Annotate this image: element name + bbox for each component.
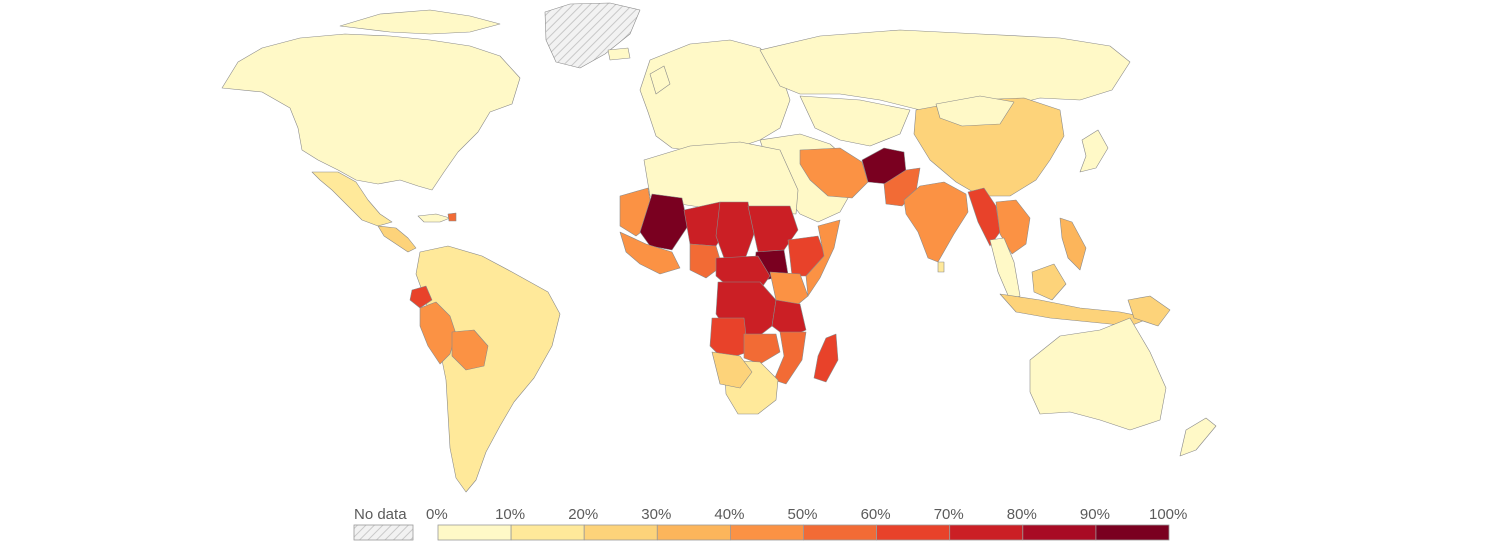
haiti-region[interactable] [447, 212, 457, 222]
japan-region[interactable] [1079, 129, 1109, 173]
legend-tick-8: 80% [1007, 506, 1037, 523]
legend-bin-0 [437, 524, 512, 541]
madagascar-region[interactable] [813, 333, 839, 383]
legend-tick-4: 40% [714, 506, 744, 523]
legend-bin-7 [949, 524, 1024, 541]
legend-bin-4 [730, 524, 804, 541]
legend-tick-7: 70% [934, 506, 964, 523]
uk-ireland-region[interactable] [649, 65, 671, 95]
legend-bin-8 [1022, 524, 1097, 541]
legend-tick-1: 10% [495, 506, 525, 523]
philippines-region[interactable] [1059, 217, 1087, 271]
somalia-region[interactable] [805, 219, 841, 297]
zambia-region[interactable] [743, 333, 781, 365]
legend-bin-2 [583, 524, 658, 541]
papua-new-guinea-region[interactable] [1127, 295, 1171, 327]
map-legend: No data 0% 10% 20% 30% 40% 50% 60% 70% 80% 90% 100… [353, 506, 1187, 541]
peru-region[interactable] [419, 301, 457, 365]
thailand-malaysia-region[interactable] [989, 237, 1021, 301]
north-america-arctic-islands[interactable] [339, 9, 501, 35]
mozambique-region[interactable] [773, 331, 807, 385]
india-region[interactable] [903, 181, 969, 263]
legend-bin-6 [876, 524, 951, 541]
legend-bin-9 [1095, 524, 1170, 541]
central-asia-region[interactable] [799, 95, 911, 147]
legend-bin-5 [803, 524, 877, 541]
caribbean-region[interactable] [417, 213, 451, 223]
australia-region[interactable] [1029, 317, 1167, 431]
legend-tick-0: 0% [426, 506, 448, 523]
indonesia-region[interactable] [999, 293, 1151, 327]
legend-tick-5: 50% [788, 506, 818, 523]
mexico-region[interactable] [311, 171, 393, 227]
sri-lanka-region[interactable] [937, 261, 945, 273]
ecuador-region[interactable] [409, 285, 433, 309]
legend-tick-9: 90% [1080, 506, 1110, 523]
borneo-region[interactable] [1031, 263, 1067, 301]
legend-color-bins [437, 524, 1170, 541]
myanmar-region[interactable] [967, 187, 1001, 247]
mali-region[interactable] [639, 193, 689, 251]
no-data-label: No data [354, 506, 407, 523]
iceland-region[interactable] [607, 47, 631, 61]
bolivia-region[interactable] [451, 329, 489, 371]
east-africa-region[interactable] [769, 271, 809, 307]
nigeria-region[interactable] [689, 243, 723, 279]
world-map [221, 2, 1217, 493]
legend-bin-3 [656, 524, 731, 541]
legend-tick-labels: 0% 10% 20% 30% 40% 50% 60% 70% 80% 90% 100% [426, 506, 1187, 523]
iran-region[interactable] [799, 147, 869, 199]
legend-tick-10: 100% [1149, 506, 1187, 523]
chad-region[interactable] [715, 201, 755, 263]
west-africa-coast-region[interactable] [619, 231, 681, 275]
legend-tick-6: 60% [861, 506, 891, 523]
legend-tick-3: 30% [641, 506, 671, 523]
north-america-region[interactable] [221, 33, 521, 191]
central-america-region[interactable] [377, 225, 417, 253]
mongolia-region[interactable] [935, 95, 1015, 127]
russia-region[interactable] [759, 29, 1131, 113]
greenland-region[interactable] [544, 2, 641, 69]
legend-tick-2: 20% [568, 506, 598, 523]
new-zealand-region[interactable] [1179, 417, 1217, 457]
legend-bin-1 [510, 524, 585, 541]
south-america-region[interactable] [415, 245, 561, 493]
no-data-swatch [353, 524, 414, 541]
namibia-botswana-region[interactable] [711, 351, 753, 389]
